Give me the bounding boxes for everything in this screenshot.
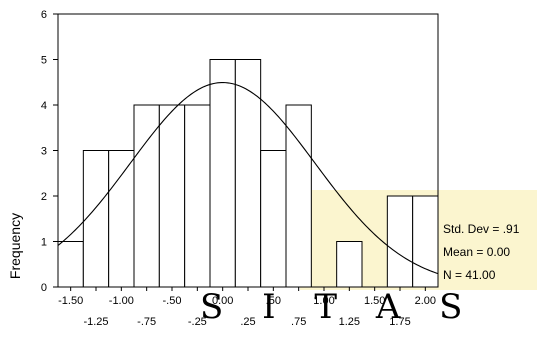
histogram-bar	[336, 241, 363, 288]
x-tick-label-upper: 0.00	[212, 295, 233, 307]
x-tick-label-lower: 1.25	[339, 316, 360, 328]
histogram-bar	[184, 104, 211, 288]
y-axis: 0 1 2 3 4 5 6	[41, 9, 58, 294]
x-tick-label-upper: 2.00	[415, 295, 436, 307]
histogram-bar	[234, 59, 262, 288]
y-tick-label: 2	[41, 191, 47, 203]
x-tick-label-lower: .75	[291, 316, 306, 328]
x-tick-label-upper: -1.50	[58, 295, 83, 307]
x-tick-label-upper: -.50	[163, 295, 182, 307]
x-tick-label-lower: -.25	[188, 316, 207, 328]
x-tick-label-lower: .25	[240, 316, 255, 328]
histogram-bar	[57, 241, 84, 288]
y-tick-label: 0	[41, 282, 47, 294]
std-dev-label: Std. Dev = .91	[443, 222, 520, 236]
y-tick-label: 5	[41, 55, 47, 67]
histogram-bar	[260, 150, 287, 288]
normal-curve	[57, 81, 439, 275]
x-axis: -1.50 -1.00 -.50 0.00 .50 1.00 1.50 2.00 -1.25 -.…	[58, 287, 436, 328]
histogram-bar	[108, 150, 135, 288]
stats-box: Std. Dev = .91 Mean = 0.00 N = 41.00	[443, 222, 520, 282]
y-axis-label: Frequency	[7, 213, 23, 279]
histogram-bar	[209, 59, 236, 288]
y-tick-label: 1	[41, 237, 47, 249]
histogram-bar	[285, 104, 312, 288]
histogram-bars	[57, 59, 439, 288]
watermark-text: S I T A S	[200, 287, 476, 327]
x-tick-label-lower: -1.25	[83, 316, 108, 328]
histogram-bar	[133, 104, 160, 288]
y-tick-label: 4	[41, 100, 47, 112]
mean-label: Mean = 0.00	[443, 245, 510, 259]
x-tick-label-upper: .50	[266, 295, 281, 307]
histogram-bar	[158, 104, 186, 288]
n-label: N = 41.00	[443, 268, 496, 282]
histogram-bar	[82, 150, 110, 288]
y-tick-label: 3	[41, 146, 47, 158]
x-tick-label-upper: -1.00	[109, 295, 134, 307]
y-tick-label: 6	[41, 9, 47, 21]
x-tick-label-lower: -.75	[137, 316, 156, 328]
histogram-bar	[412, 195, 439, 288]
x-tick-label-lower: 1.75	[389, 316, 410, 328]
x-tick-label-upper: 1.00	[313, 295, 334, 307]
histogram-bar	[386, 195, 414, 288]
x-tick-label-upper: 1.50	[364, 295, 385, 307]
